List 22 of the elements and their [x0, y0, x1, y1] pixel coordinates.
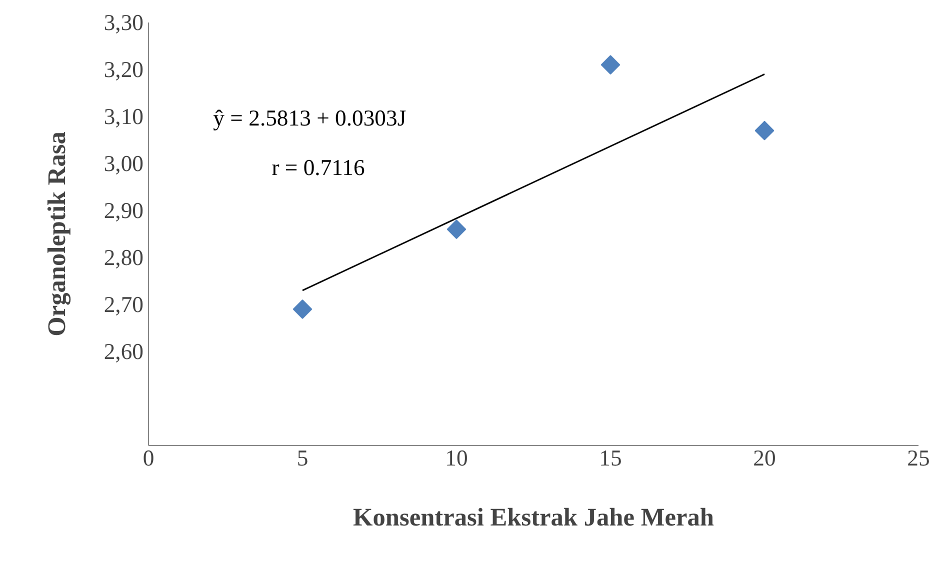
x-tick-label: 0: [142, 446, 154, 470]
x-tick-label: 25: [907, 446, 930, 470]
y-tick-label: 3,00: [104, 151, 144, 176]
y-axis-title: Organoleptik Rasa: [42, 131, 71, 336]
x-tick-label: 10: [445, 446, 468, 470]
annotation: r = 0.7116: [272, 154, 365, 180]
y-tick-label: 3,30: [104, 10, 144, 35]
point: [754, 120, 774, 140]
point: [292, 300, 312, 319]
point: [600, 55, 620, 74]
annotation: ŷ = 2.5813 + 0.0303J: [213, 106, 406, 131]
x-tick-label: 15: [599, 446, 622, 470]
y-tick-label: 2,60: [104, 339, 144, 364]
y-tick-label: 3,10: [104, 104, 144, 129]
x-tick-label: 20: [753, 446, 776, 470]
y-tick-label: 2,70: [104, 292, 144, 317]
x-tick-label: 5: [296, 446, 308, 470]
y-tick-label: 2,90: [104, 198, 144, 223]
y-tick-label: 2,80: [104, 245, 144, 270]
x-axis-title: Konsentrasi Ekstrak Jahe Merah: [353, 504, 714, 532]
point: [446, 220, 466, 239]
y-tick-label: 3,20: [104, 57, 144, 82]
